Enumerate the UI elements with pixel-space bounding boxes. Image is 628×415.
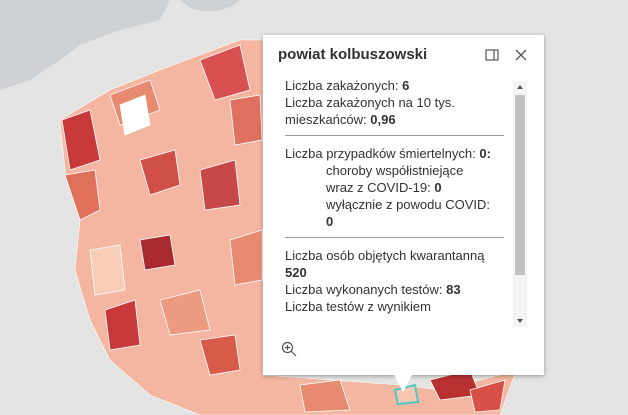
close-button[interactable]	[513, 47, 529, 63]
label: wyłącznie z powodu COVID:	[326, 197, 491, 212]
label: Liczba zakażonych:	[285, 78, 399, 93]
popup-title: powiat kolbuszowski	[278, 46, 428, 63]
sea	[0, 0, 170, 90]
district	[229, 229, 263, 286]
scrollbar[interactable]	[513, 81, 527, 327]
district	[469, 379, 506, 413]
divider	[285, 237, 504, 238]
district	[61, 109, 101, 171]
label: Liczba zakażonych na 10 tys. mieszkańców…	[285, 95, 455, 127]
district	[89, 244, 126, 296]
district	[139, 234, 176, 271]
label: Liczba wykonanych testów:	[285, 282, 443, 297]
field: wyłącznie z powodu COVID: 0	[285, 196, 491, 230]
district	[159, 289, 211, 336]
field: Liczba przypadków śmiertelnych: 0:	[285, 145, 507, 162]
popup-content: Liczba zakażonych: 6 Liczba zakażonych n…	[285, 77, 507, 327]
value: 520	[285, 265, 307, 280]
value: 0:	[479, 146, 491, 161]
district	[64, 169, 101, 221]
sea	[180, 0, 240, 12]
label: Liczba osób objętych kwarantanną	[285, 248, 485, 263]
value: 0	[326, 214, 334, 229]
value: 6	[402, 78, 410, 93]
district	[299, 379, 351, 413]
district	[104, 299, 141, 351]
zoom-to-button[interactable]	[281, 341, 297, 357]
field: Liczba wykonanych testów: 83	[285, 281, 507, 298]
divider	[285, 135, 504, 136]
district	[119, 94, 151, 136]
district	[229, 94, 263, 146]
district	[139, 149, 181, 196]
districts	[61, 44, 506, 413]
field: Liczba testów z wynikiem	[285, 298, 507, 315]
field: Liczba zakażonych na 10 tys. mieszkańców…	[285, 94, 507, 128]
district	[199, 334, 241, 376]
value: 0	[434, 180, 442, 195]
field: Liczba osób objętych kwarantanną 520	[285, 247, 507, 281]
field: choroby współistniejące wraz z COVID-19:…	[285, 162, 491, 196]
value: 0,96	[370, 112, 396, 127]
district	[199, 44, 251, 101]
value: 83	[446, 282, 461, 297]
district	[199, 159, 241, 211]
popup: powiat kolbuszowski Liczba zakażonych: 6…	[263, 35, 544, 375]
field: Liczba zakażonych: 6	[285, 77, 507, 94]
label: Liczba przypadków śmiertelnych:	[285, 146, 476, 161]
label: Liczba testów z wynikiem	[285, 299, 431, 314]
label: choroby współistniejące wraz z COVID-19:	[326, 163, 464, 195]
dock-button[interactable]	[484, 47, 500, 63]
